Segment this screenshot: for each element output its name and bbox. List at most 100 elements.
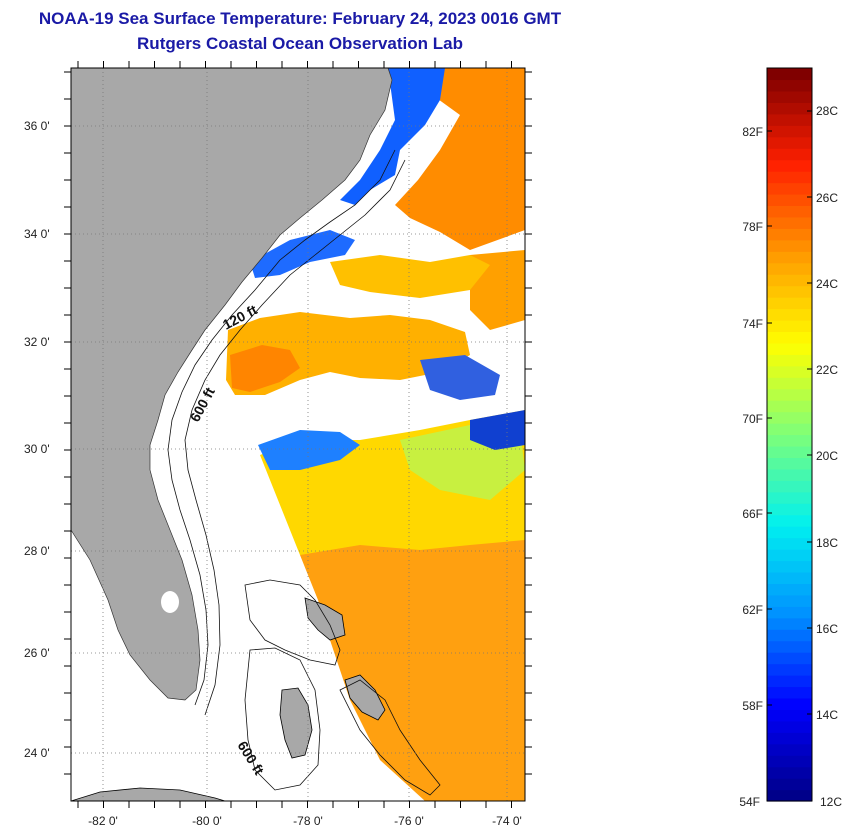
colorbar-band: [767, 640, 812, 653]
colorbar-c-label: 18C: [816, 536, 838, 550]
colorbar-c-label: 24C: [816, 277, 838, 291]
map-subtitle: Rutgers Coastal Ocean Observation Lab: [137, 34, 463, 53]
colorbar-f-label: 74F: [742, 317, 763, 331]
colorbar-band: [767, 68, 812, 81]
colorbar-band: [767, 503, 812, 516]
colorbar-gradient: [767, 68, 812, 802]
colorbar-band: [767, 686, 812, 699]
colorbar-band: [767, 537, 812, 550]
colorbar-band: [767, 755, 812, 768]
lat-label: 24 0': [24, 746, 50, 760]
colorbar-band: [767, 468, 812, 481]
colorbar-band: [767, 377, 812, 390]
colorbar-band: [767, 606, 812, 619]
colorbar-band: [767, 411, 812, 424]
colorbar-c-label: 12C: [820, 795, 842, 809]
sst-region-cold-shelf-north: [340, 68, 445, 205]
colorbar-fahrenheit-labels: 82F 78F 74F 70F 66F 62F 58F 54F: [739, 125, 763, 809]
lon-label: -76 0': [394, 814, 424, 828]
colorbar-c-label: 20C: [816, 449, 838, 463]
colorbar-band: [767, 113, 812, 126]
colorbar: 82F 78F 74F 70F 66F 62F 58F 54F 28C 26C …: [739, 67, 842, 809]
colorbar-band: [767, 457, 812, 470]
lat-label: 30 0': [24, 442, 50, 456]
colorbar-band: [767, 285, 812, 298]
contour-bahamas: [244, 579, 441, 796]
colorbar-band: [767, 663, 812, 676]
colorbar-c-label: 26C: [816, 191, 838, 205]
lat-label: 32 0': [24, 335, 50, 349]
colorbar-band: [767, 571, 812, 584]
colorbar-band: [767, 90, 812, 103]
land-bahamas-eleuthera: [344, 674, 386, 721]
lon-label: -78 0': [293, 814, 323, 828]
colorbar-band: [767, 732, 812, 745]
colorbar-f-label: 66F: [742, 507, 763, 521]
colorbar-band: [767, 148, 812, 161]
lat-label: 34 0': [24, 227, 50, 241]
contour-600ft: [184, 159, 406, 716]
colorbar-f-label: 82F: [742, 125, 763, 139]
colorbar-band: [767, 171, 812, 184]
lat-label: 36 0': [24, 119, 50, 133]
colorbar-c-label: 22C: [816, 363, 838, 377]
lat-label: 28 0': [24, 544, 50, 558]
contour-120ft: [167, 149, 396, 706]
colorbar-band: [767, 629, 812, 642]
colorbar-band: [767, 526, 812, 539]
colorbar-band: [767, 308, 812, 321]
lon-label: -74 0': [492, 814, 522, 828]
colorbar-band: [767, 480, 812, 493]
colorbar-band: [767, 709, 812, 722]
colorbar-f-label: 78F: [742, 220, 763, 234]
colorbar-band: [767, 583, 812, 596]
sst-region-east-blue: [470, 410, 525, 450]
colorbar-band: [767, 342, 812, 355]
colorbar-c-label: 28C: [816, 104, 838, 118]
colorbar-band: [767, 560, 812, 573]
map-title: NOAA-19 Sea Surface Temperature: Februar…: [38, 9, 562, 28]
lon-label: -80 0': [192, 814, 222, 828]
colorbar-band: [767, 182, 812, 195]
colorbar-band: [767, 159, 812, 172]
land-cuba: [71, 787, 226, 801]
colorbar-band: [767, 594, 812, 607]
colorbar-band: [767, 251, 812, 264]
sst-region-north-band: [330, 255, 490, 298]
colorbar-band: [767, 297, 812, 310]
lat-label: 26 0': [24, 646, 50, 660]
colorbar-band: [767, 491, 812, 504]
land-bahamas-andros: [279, 687, 313, 759]
colorbar-band: [767, 205, 812, 218]
colorbar-c-label: 14C: [816, 708, 838, 722]
colorbar-band: [767, 445, 812, 458]
colorbar-band: [767, 434, 812, 447]
longitude-labels: -82 0' -80 0' -78 0' -76 0' -74 0': [88, 814, 522, 828]
colorbar-f-label: 70F: [742, 412, 763, 426]
sst-region-cold-south: [258, 430, 360, 470]
colorbar-band: [767, 617, 812, 630]
colorbar-band: [767, 79, 812, 92]
colorbar-band: [767, 423, 812, 436]
land-bahamas-grand: [304, 597, 346, 641]
colorbar-band: [767, 766, 812, 779]
colorbar-band: [767, 400, 812, 413]
colorbar-band: [767, 514, 812, 527]
colorbar-band: [767, 697, 812, 710]
sst-region-gulf-stream-north: [395, 68, 525, 250]
colorbar-band: [767, 228, 812, 241]
colorbar-band: [767, 216, 812, 229]
colorbar-band: [767, 652, 812, 665]
colorbar-ticks: [767, 110, 812, 715]
lon-label: -82 0': [88, 814, 118, 828]
colorbar-band: [767, 239, 812, 252]
sst-region-cold-shelf-mid: [250, 230, 355, 278]
colorbar-c-label: 16C: [816, 622, 838, 636]
colorbar-f-label: 54F: [739, 795, 760, 809]
colorbar-band: [767, 720, 812, 733]
colorbar-band: [767, 388, 812, 401]
lake-okeechobee: [161, 591, 179, 613]
colorbar-band: [767, 331, 812, 344]
colorbar-f-label: 58F: [742, 699, 763, 713]
sst-region-south-orange: [300, 540, 525, 801]
